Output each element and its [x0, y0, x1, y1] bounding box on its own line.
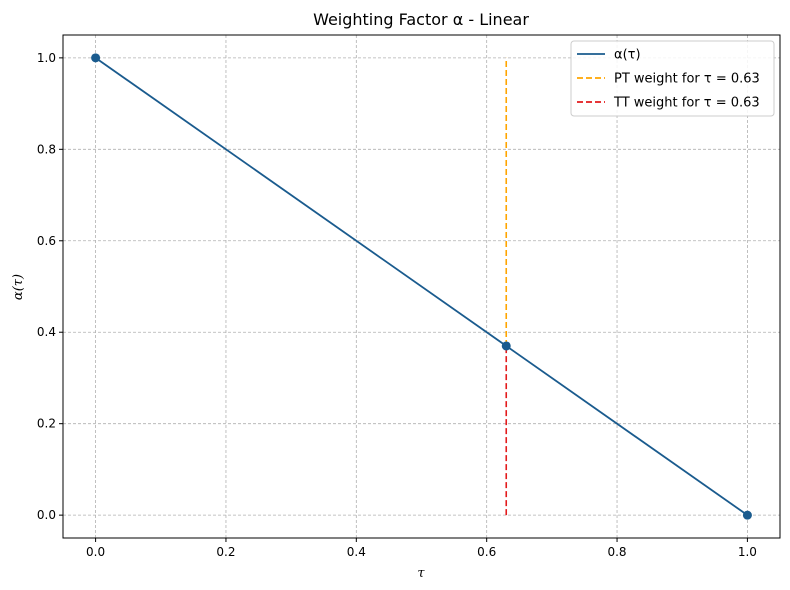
x-tick-label: 0.4 — [347, 545, 366, 559]
y-tick-label: 1.0 — [37, 51, 56, 65]
data-point-marker — [501, 341, 511, 351]
x-axis-label: τ — [417, 566, 425, 581]
legend-entry-label: α(τ) — [614, 48, 641, 63]
x-axis-ticks: 0.0 0.2 0.4 0.6 0.8 1.0 — [86, 538, 757, 559]
series-group — [91, 53, 752, 520]
y-tick-label: 0.0 — [37, 508, 56, 522]
legend-box — [570, 40, 775, 117]
y-tick-label: 0.2 — [37, 417, 56, 431]
data-point-marker — [91, 53, 101, 63]
x-tick-label: 0.0 — [86, 545, 105, 559]
x-tick-label: 0.2 — [216, 545, 235, 559]
legend-entry-label: TT weight for τ = 0.63 — [613, 96, 760, 111]
plot-frame — [62, 34, 781, 539]
y-tick-label: 0.4 — [37, 325, 56, 339]
y-axis-ticks: 0.0 0.2 0.4 0.6 0.8 1.0 — [37, 51, 63, 522]
series-line — [95, 57, 748, 516]
y-tick-label: 0.6 — [37, 234, 56, 248]
legend: α(τ) PT weight for τ = 0.63 TT weight for … — [570, 40, 775, 117]
y-tick-label: 0.8 — [37, 142, 56, 156]
legend-entry-label: PT weight for τ = 0.63 — [614, 72, 760, 87]
x-tick-label: 0.6 — [477, 545, 496, 559]
data-point-marker — [742, 510, 752, 520]
y-axis-label: α(τ) — [11, 274, 26, 300]
x-tick-label: 0.8 — [607, 545, 626, 559]
chart-title: Weighting Factor α - Linear — [313, 10, 529, 29]
x-tick-label: 1.0 — [738, 545, 757, 559]
